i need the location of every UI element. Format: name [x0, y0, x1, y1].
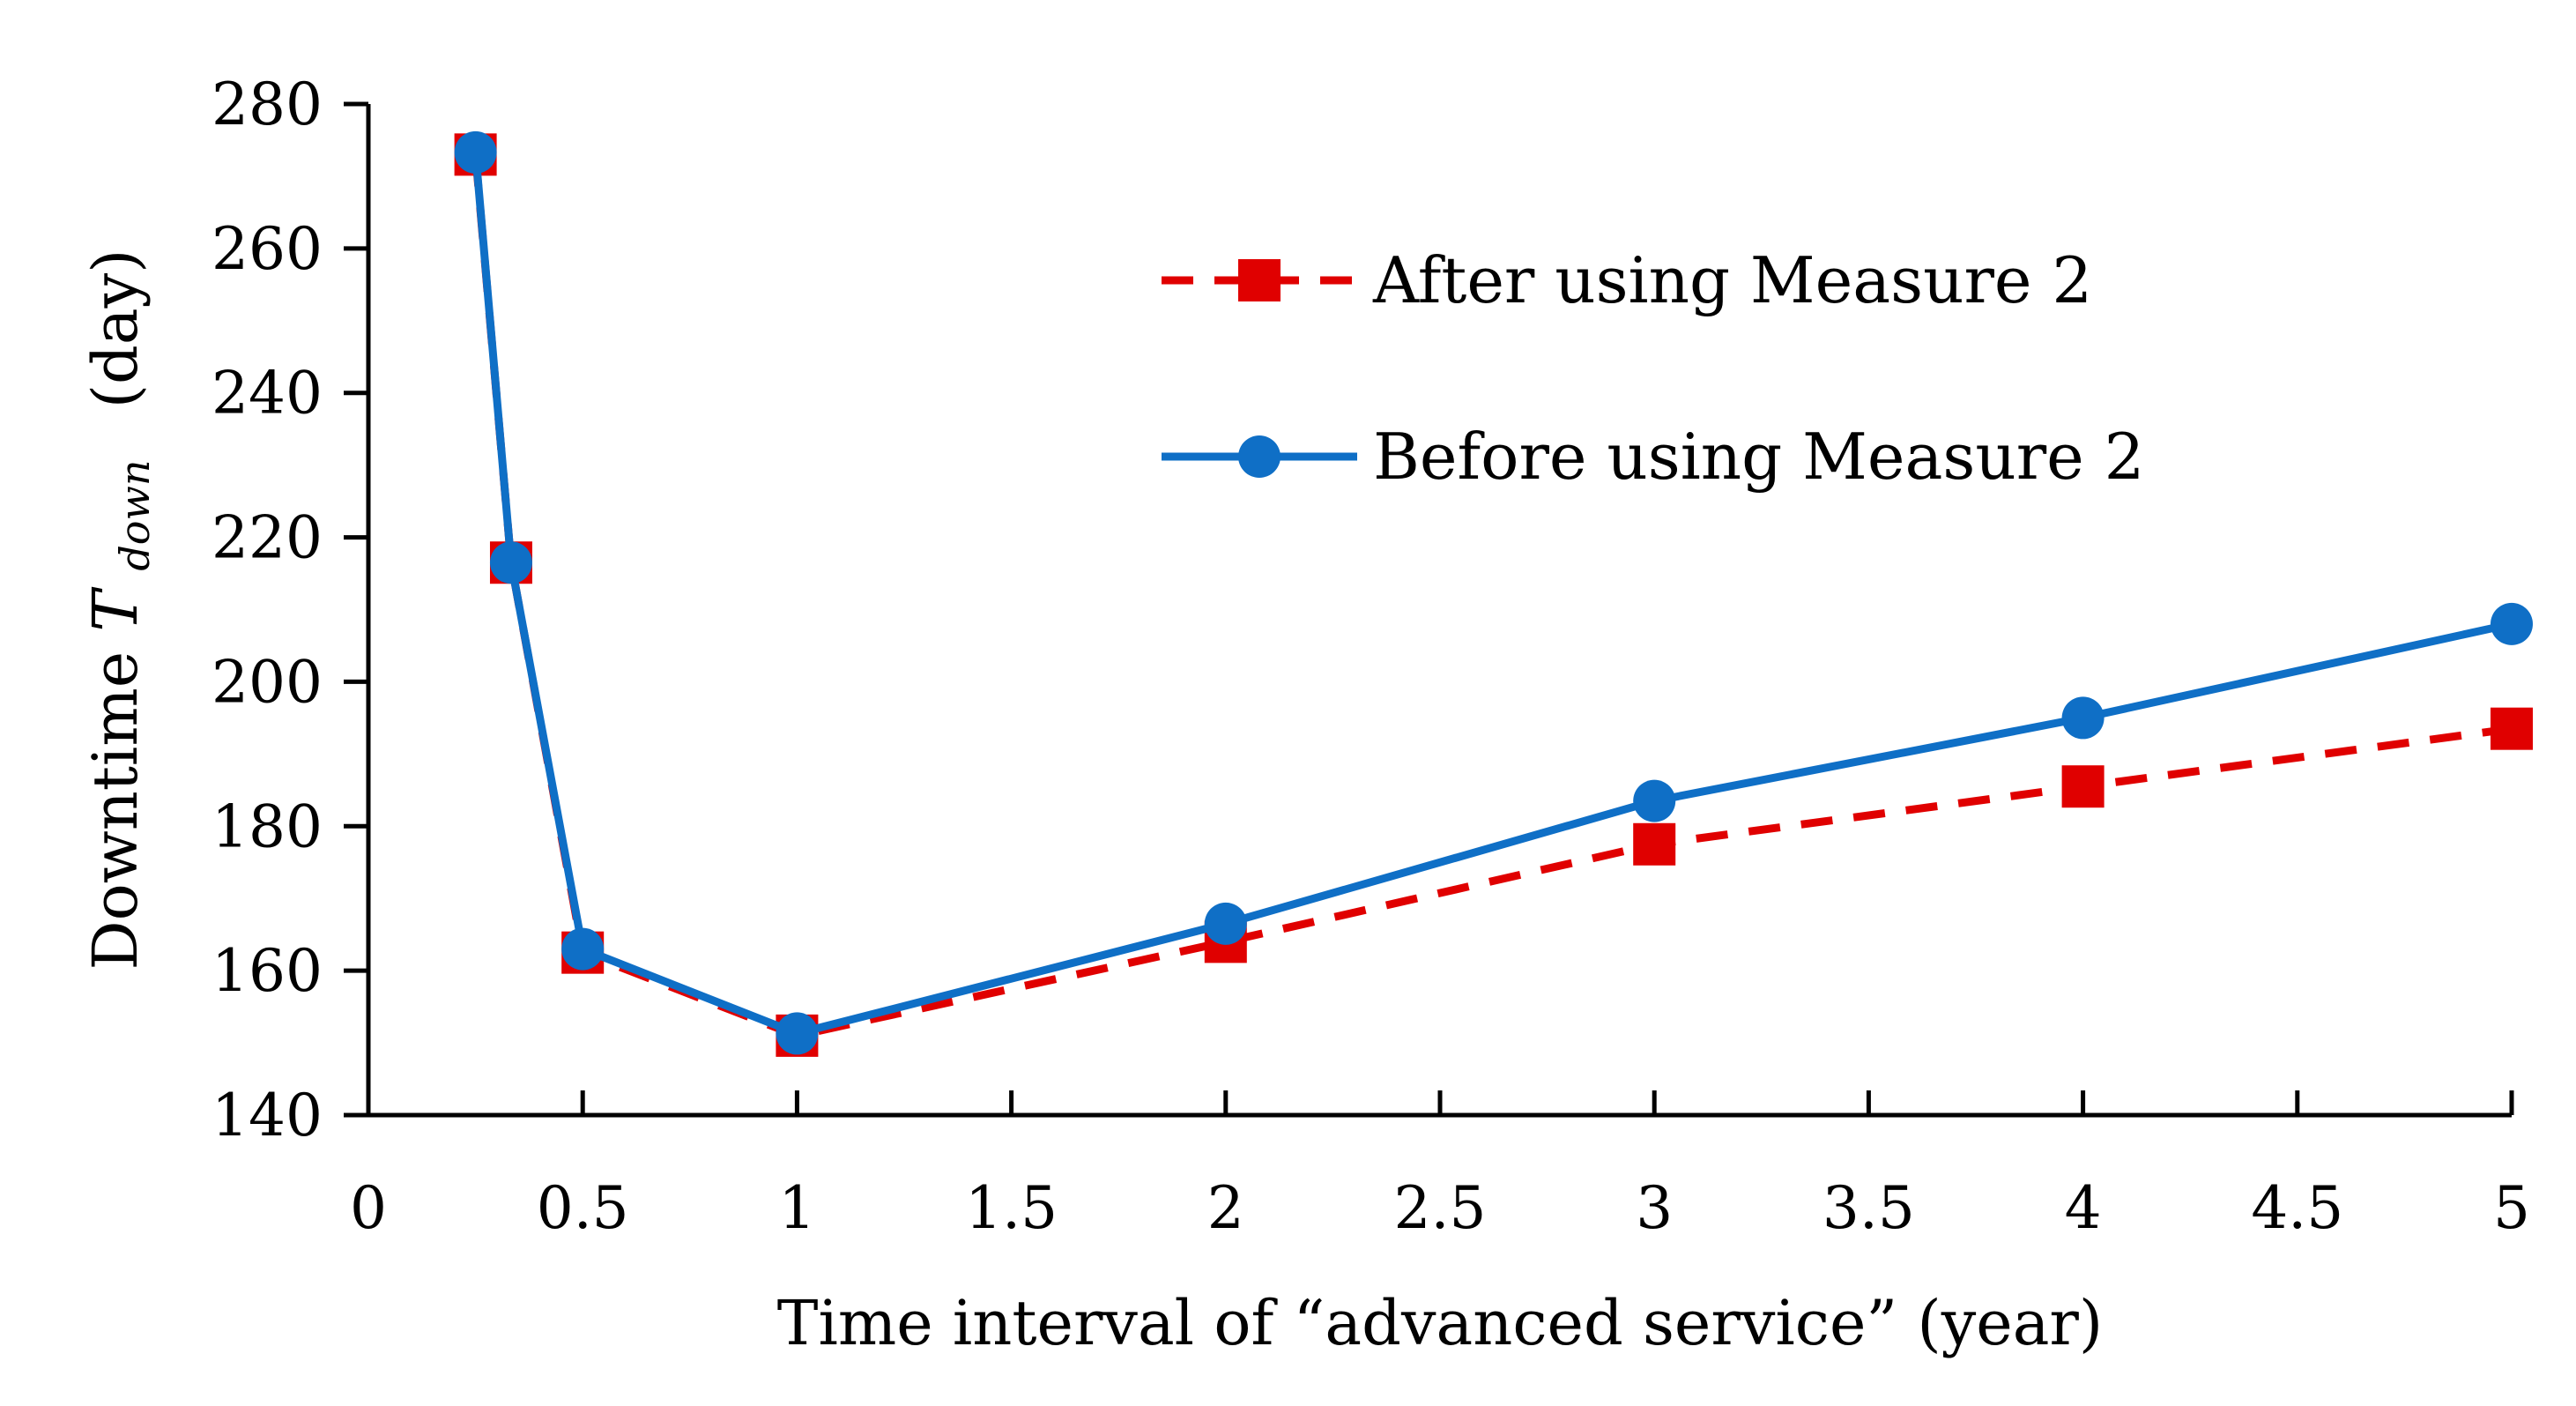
x-tick-label: 0.5: [537, 1174, 629, 1242]
y-axis-title-subscript: down: [111, 460, 159, 571]
data-point-circle: [1633, 779, 1676, 822]
x-tick-label: 2.5: [1394, 1174, 1487, 1242]
series-before-measure-2: [454, 130, 2533, 1055]
y-tick-label: 220: [212, 504, 323, 572]
data-point-square: [1633, 822, 1676, 866]
y-tick-label: 200: [212, 648, 323, 716]
data-point-circle: [561, 927, 605, 971]
x-tick-label: 4.5: [2251, 1174, 2343, 1242]
x-tick-label: 1: [778, 1174, 815, 1242]
y-axis-title: Downtime T down (day): [79, 249, 164, 971]
x-tick-label: 4: [2065, 1174, 2102, 1242]
y-axis-title-symbol: T: [79, 587, 152, 632]
data-point-circle: [489, 541, 532, 584]
x-tick-label: 2: [1207, 1174, 1244, 1242]
legend-item-before-measure-2: Before using Measure 2: [1162, 420, 2144, 494]
tick-labels: 140 160 180 200 220 240 260 280 0 0.5 1 1.5 2 2.5 3 3.5…: [212, 71, 2530, 1242]
x-tick-label: 3: [1636, 1174, 1673, 1242]
series-line: [471, 153, 2513, 1040]
y-axis-title-prefix: Downtime: [79, 632, 152, 971]
y-tick-label: 260: [212, 215, 323, 283]
legend-marker-circle: [1238, 435, 1281, 478]
y-axis-title-unit: (day): [79, 249, 152, 409]
data-point-square: [2061, 765, 2105, 808]
legend-label: After using Measure 2: [1372, 243, 2092, 317]
series-line: [471, 152, 2513, 1038]
legend-marker-square: [1238, 259, 1281, 301]
data-point-circle: [776, 1012, 819, 1055]
y-tick-label: 160: [212, 937, 323, 1005]
tick-marks: [344, 101, 2514, 1118]
y-tick-label: 280: [212, 71, 323, 138]
series: [454, 130, 2533, 1057]
x-tick-label: 5: [2493, 1174, 2530, 1242]
data-point-circle: [2491, 602, 2533, 645]
x-tick-label: 0: [350, 1174, 387, 1242]
y-tick-label: 180: [212, 792, 323, 860]
x-tick-label: 3.5: [1823, 1174, 1915, 1242]
legend-label: Before using Measure 2: [1373, 420, 2144, 494]
data-point-square: [2491, 707, 2533, 750]
legend-item-after-measure-2: After using Measure 2: [1162, 243, 2092, 317]
y-tick-label: 240: [212, 360, 323, 428]
x-tick-label: 1.5: [965, 1174, 1058, 1242]
data-point-circle: [1204, 902, 1247, 945]
data-point-circle: [2061, 696, 2105, 740]
y-tick-label: 140: [212, 1082, 323, 1149]
data-point-circle: [454, 130, 497, 174]
x-axis-title: Time interval of “advanced service” (yea…: [777, 1287, 2103, 1359]
legend: After using Measure 2 Before using Measur…: [1162, 243, 2144, 494]
